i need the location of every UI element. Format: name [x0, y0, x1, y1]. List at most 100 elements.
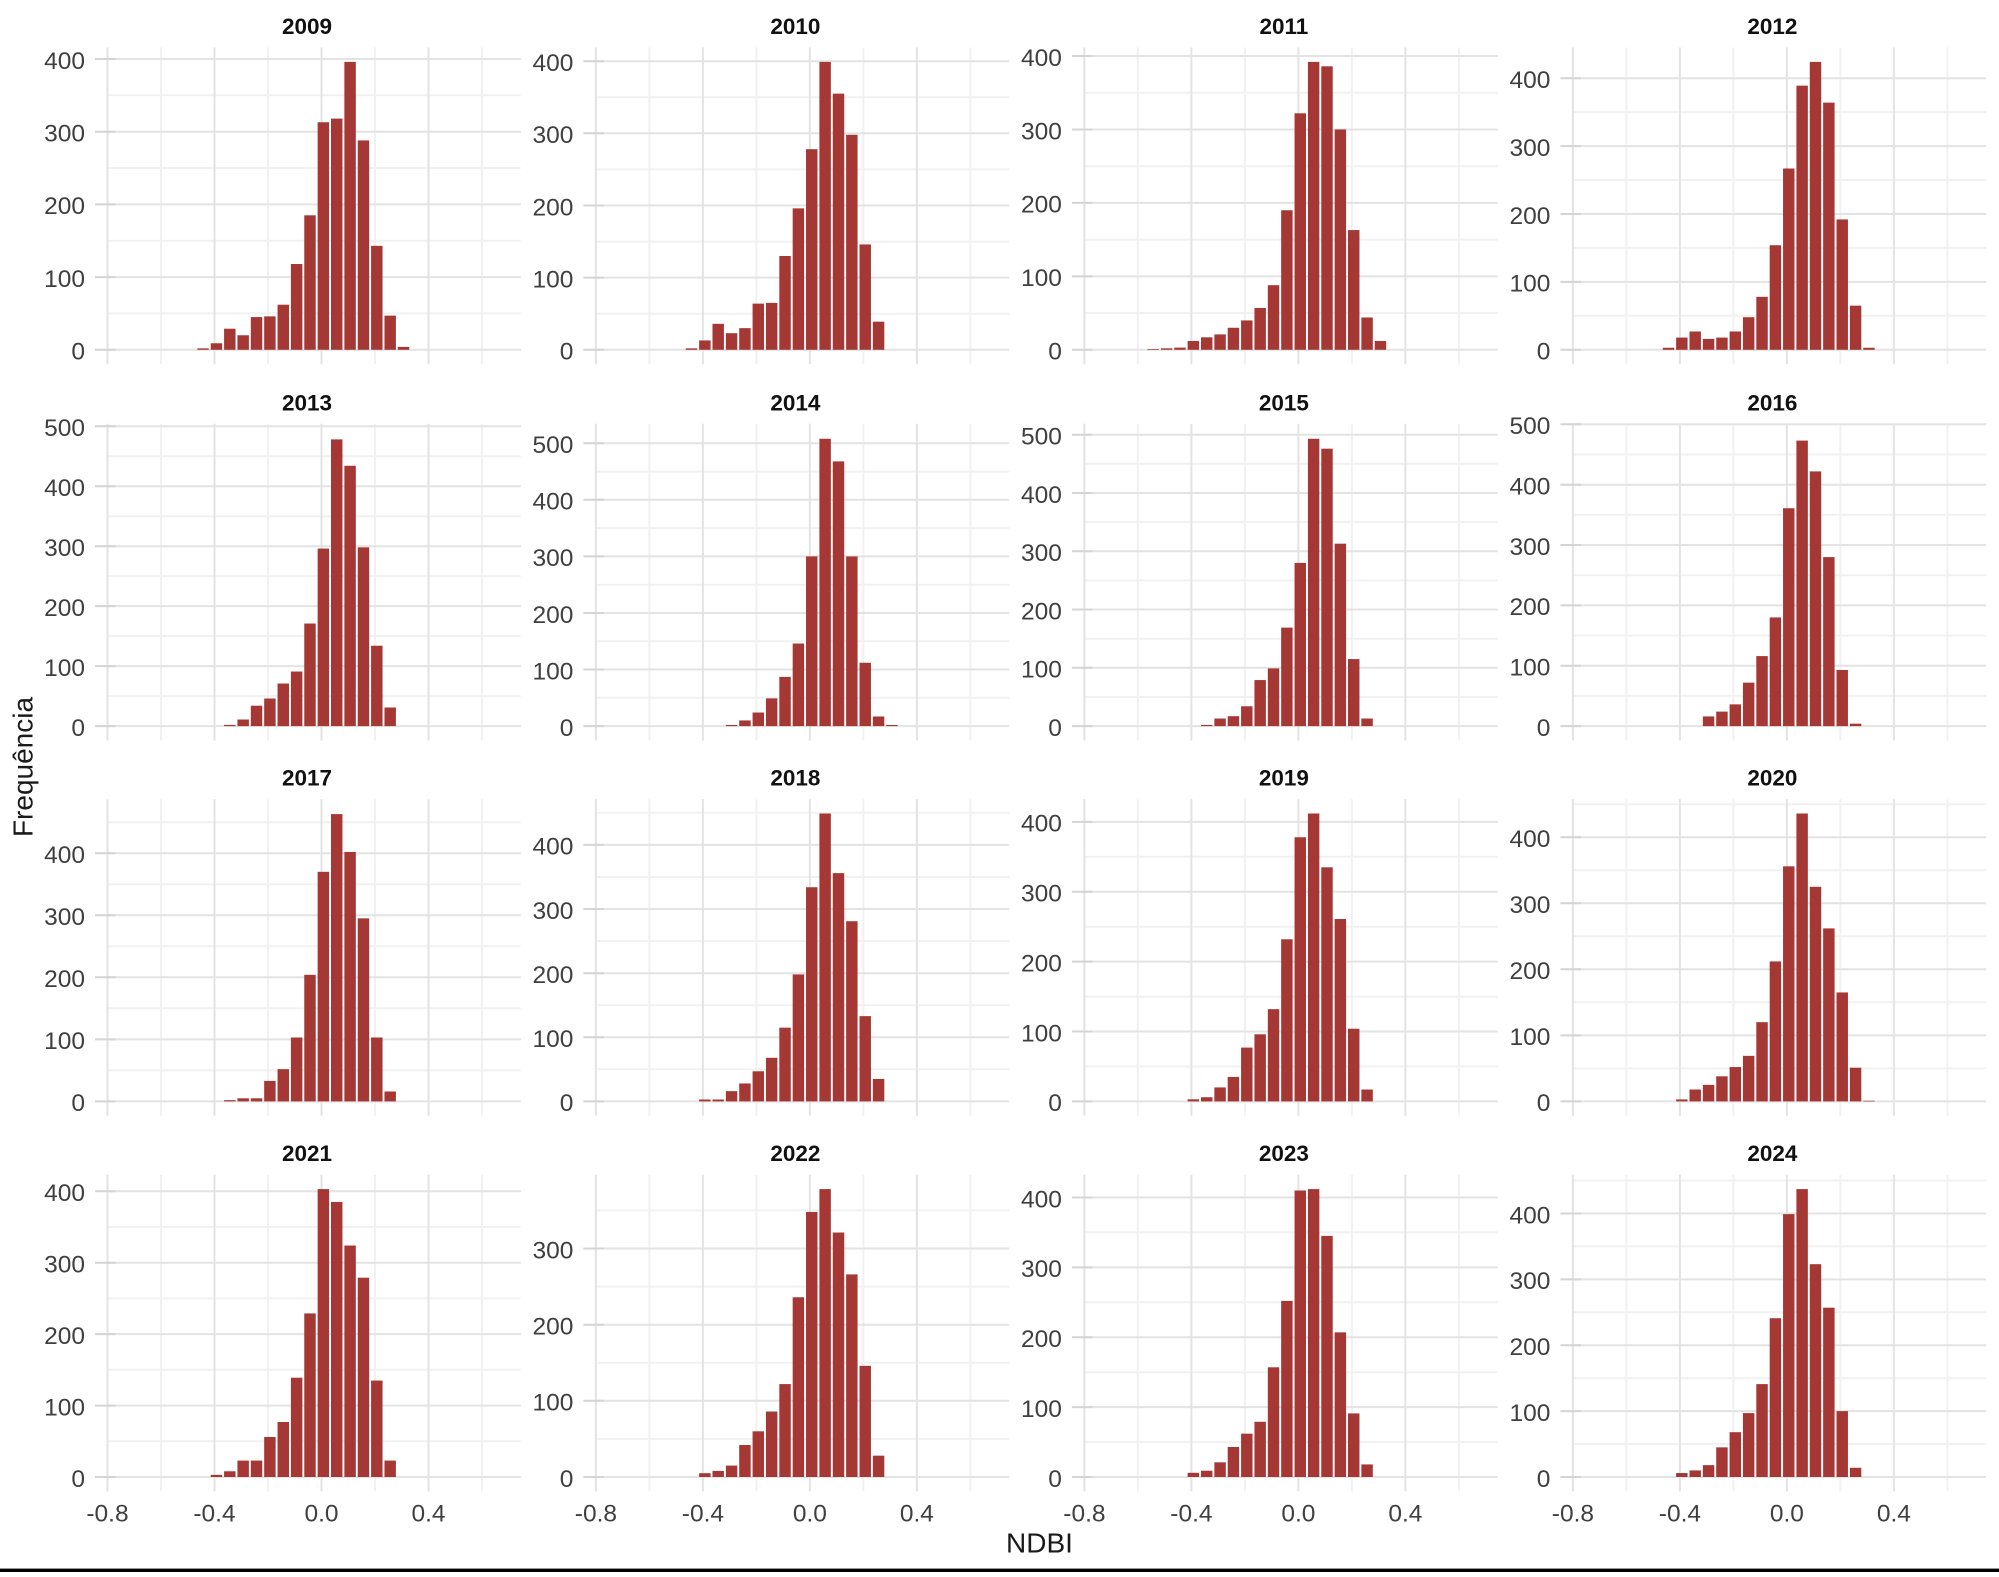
svg-text:2022: 2022: [770, 1141, 820, 1166]
svg-text:0: 0: [1537, 339, 1551, 366]
svg-text:200: 200: [1510, 594, 1551, 621]
svg-text:200: 200: [533, 1314, 574, 1341]
svg-text:0.0: 0.0: [793, 1501, 827, 1528]
svg-text:100: 100: [1510, 655, 1551, 682]
svg-text:200: 200: [1021, 950, 1062, 977]
svg-text:200: 200: [1021, 192, 1062, 219]
svg-text:0.0: 0.0: [304, 1501, 338, 1528]
svg-text:100: 100: [533, 658, 574, 685]
svg-text:400: 400: [1510, 1202, 1551, 1229]
svg-text:2016: 2016: [1747, 390, 1797, 415]
svg-text:100: 100: [1021, 1020, 1062, 1047]
svg-text:-0.8: -0.8: [1063, 1501, 1105, 1528]
svg-text:200: 200: [1021, 1326, 1062, 1353]
svg-text:200: 200: [533, 962, 574, 989]
svg-text:100: 100: [1510, 271, 1551, 298]
svg-text:400: 400: [533, 50, 574, 77]
svg-text:0: 0: [560, 339, 574, 366]
svg-text:0.0: 0.0: [1281, 1501, 1315, 1528]
svg-text:400: 400: [1021, 482, 1062, 509]
svg-text:500: 500: [1021, 424, 1062, 451]
svg-text:100: 100: [44, 1028, 85, 1055]
svg-text:300: 300: [44, 535, 85, 562]
svg-text:2013: 2013: [282, 390, 332, 415]
svg-text:0.4: 0.4: [1388, 1501, 1422, 1528]
svg-text:200: 200: [44, 595, 85, 622]
svg-text:300: 300: [1510, 534, 1551, 561]
svg-text:300: 300: [533, 545, 574, 572]
svg-text:0: 0: [1048, 715, 1062, 742]
svg-text:0.4: 0.4: [1877, 1501, 1911, 1528]
svg-text:-0.4: -0.4: [193, 1501, 235, 1528]
svg-text:2011: 2011: [1259, 14, 1308, 39]
svg-text:0: 0: [1537, 1466, 1551, 1493]
svg-text:0: 0: [560, 715, 574, 742]
svg-text:200: 200: [1021, 598, 1062, 625]
svg-text:300: 300: [1510, 135, 1551, 162]
svg-text:2018: 2018: [770, 766, 820, 791]
svg-text:200: 200: [44, 1323, 85, 1350]
svg-text:0: 0: [1048, 339, 1062, 366]
svg-text:2015: 2015: [1259, 390, 1309, 415]
svg-text:400: 400: [1510, 67, 1551, 94]
svg-text:0: 0: [71, 1466, 85, 1493]
svg-text:500: 500: [44, 415, 85, 442]
svg-text:400: 400: [1021, 45, 1062, 72]
svg-text:-0.4: -0.4: [682, 1501, 724, 1528]
svg-text:0.0: 0.0: [1770, 1501, 1804, 1528]
svg-text:300: 300: [1021, 1256, 1062, 1283]
svg-text:NDBI: NDBI: [1006, 1527, 1073, 1558]
svg-text:100: 100: [533, 1026, 574, 1053]
svg-text:2014: 2014: [770, 390, 821, 415]
svg-text:2010: 2010: [770, 14, 820, 39]
svg-text:100: 100: [1021, 657, 1062, 684]
svg-text:100: 100: [44, 1394, 85, 1421]
svg-text:200: 200: [44, 966, 85, 993]
svg-text:300: 300: [1021, 540, 1062, 567]
svg-text:300: 300: [1021, 118, 1062, 145]
svg-text:0.4: 0.4: [411, 1501, 445, 1528]
svg-text:100: 100: [1021, 1396, 1062, 1423]
svg-text:-0.8: -0.8: [86, 1501, 128, 1528]
svg-text:300: 300: [44, 1252, 85, 1279]
svg-text:0: 0: [1537, 1090, 1551, 1117]
svg-text:300: 300: [44, 121, 85, 148]
svg-text:400: 400: [533, 834, 574, 861]
svg-text:300: 300: [533, 1237, 574, 1264]
svg-text:2017: 2017: [282, 766, 332, 791]
svg-text:100: 100: [44, 266, 85, 293]
svg-text:0: 0: [560, 1466, 574, 1493]
svg-text:0: 0: [1048, 1090, 1062, 1117]
svg-text:0.4: 0.4: [900, 1501, 934, 1528]
svg-text:300: 300: [533, 122, 574, 149]
svg-text:-0.4: -0.4: [1659, 1501, 1701, 1528]
svg-text:400: 400: [44, 48, 85, 75]
svg-text:0: 0: [71, 1090, 85, 1117]
svg-text:200: 200: [533, 602, 574, 629]
svg-text:200: 200: [1510, 958, 1551, 985]
svg-text:Frequência: Frequência: [8, 697, 39, 838]
svg-text:0: 0: [1537, 715, 1551, 742]
svg-text:2020: 2020: [1747, 766, 1797, 791]
svg-text:400: 400: [533, 489, 574, 516]
svg-text:100: 100: [44, 655, 85, 682]
svg-text:-0.4: -0.4: [1170, 1501, 1212, 1528]
svg-text:100: 100: [533, 266, 574, 293]
svg-text:400: 400: [44, 842, 85, 869]
svg-text:200: 200: [533, 194, 574, 221]
svg-text:0: 0: [71, 339, 85, 366]
svg-text:2019: 2019: [1259, 766, 1309, 791]
svg-text:300: 300: [1021, 881, 1062, 908]
svg-text:100: 100: [1510, 1400, 1551, 1427]
svg-text:500: 500: [1510, 413, 1551, 440]
svg-text:300: 300: [1510, 892, 1551, 919]
svg-text:300: 300: [44, 904, 85, 931]
svg-text:400: 400: [1021, 1186, 1062, 1213]
svg-text:400: 400: [1021, 811, 1062, 838]
svg-text:400: 400: [44, 1180, 85, 1207]
svg-text:100: 100: [533, 1390, 574, 1417]
svg-text:100: 100: [1510, 1024, 1551, 1051]
svg-text:400: 400: [1510, 474, 1551, 501]
svg-text:0: 0: [71, 715, 85, 742]
svg-text:300: 300: [1510, 1268, 1551, 1295]
